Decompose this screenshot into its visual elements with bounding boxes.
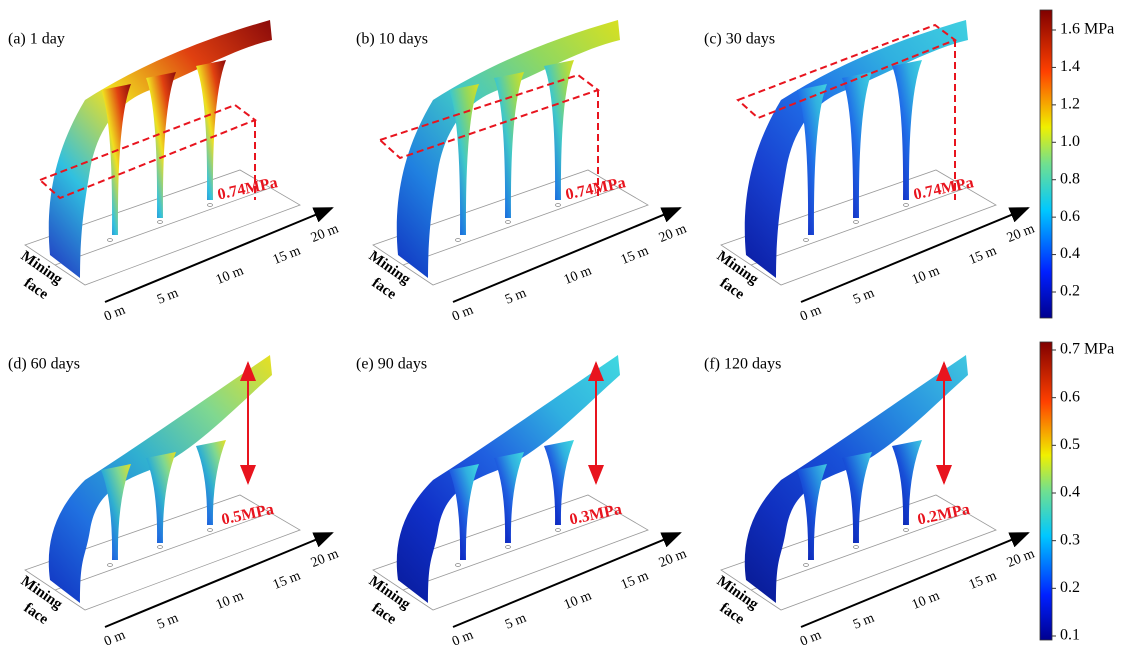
axis-tick: 5 m [155,286,181,308]
axis-tick: 0 m [102,303,128,325]
axis-tick: 0 m [798,303,824,325]
hole [556,204,561,207]
axis-tick: 5 m [503,611,529,633]
colorbar [1040,10,1052,318]
colorbar-label: 1.0 [1060,133,1080,150]
axis-tick: 20 m [657,221,689,246]
colorbar-label: 1.6 MPa [1060,21,1114,38]
panel: (b) 10 days0 m5 m10 m15 m20 mMiningface0… [356,20,689,325]
hole [158,221,163,224]
stress-annotation: 0.3MPa [568,501,623,529]
axis-tick: 20 m [309,546,341,571]
axis-tick: 10 m [562,588,594,613]
axis-tick: 5 m [155,611,181,633]
hole [158,546,163,549]
axis-tick: 0 m [102,628,128,648]
colorbar-label: 0.6 [1060,208,1080,225]
figure: (a) 1 day0 m5 m10 m15 m20 mMiningface0.7… [0,0,1128,648]
axis-tick: 20 m [1005,546,1037,571]
hole [456,239,461,242]
hole [904,529,909,532]
panel: (f) 120 days0 m5 m10 m15 m20 mMiningface… [704,355,1037,648]
axis-tick: 15 m [271,568,303,593]
panel-label: (a) 1 day [8,31,65,48]
axis-tick: 10 m [910,263,942,288]
panel-label: (e) 90 days [356,356,427,373]
pillar [146,72,176,218]
axis-tick: 20 m [657,546,689,571]
panel-label: (f) 120 days [704,356,781,373]
hole [854,546,859,549]
panel-label: (b) 10 days [356,31,428,48]
hole [108,239,113,242]
axis-tick: 15 m [967,243,999,268]
colorbar-label: 0.4 [1060,245,1080,262]
colorbar [1040,342,1052,640]
stress-annotation: 0.74MPa [912,174,975,203]
axis-tick: 5 m [851,611,877,633]
pillar [892,60,922,200]
axis-tick: 10 m [214,263,246,288]
stress-annotation: 0.5MPa [220,501,275,529]
hole [556,529,561,532]
colorbar-label: 0.6 [1060,388,1080,405]
colorbar-label: 0.1 [1060,627,1080,644]
hole [854,221,859,224]
colorbar-label: 0.5 [1060,436,1080,453]
hole [804,239,809,242]
hole [108,564,113,567]
axis-tick: 15 m [271,243,303,268]
pillar [494,452,524,543]
axis-tick: 15 m [619,243,651,268]
hole [456,564,461,567]
axis-tick: 5 m [503,286,529,308]
pillar [196,60,226,200]
stress-annotation: 0.2MPa [916,501,971,529]
colorbar-label: 0.2 [1060,283,1080,300]
pillar [842,72,872,218]
pillar [842,452,872,543]
hole [208,529,213,532]
colorbar-label: 0.7 MPa [1060,341,1114,358]
colorbar-label: 0.2 [1060,579,1080,596]
axis-tick: 15 m [619,568,651,593]
axis-tick: 0 m [450,628,476,648]
hole [804,564,809,567]
colorbar-label: 1.4 [1060,58,1080,75]
axis-tick: 20 m [309,221,341,246]
hole [904,204,909,207]
stress-annotation: 0.74MPa [216,174,279,203]
hole [506,546,511,549]
axis-tick: 10 m [562,263,594,288]
axis-tick: 10 m [214,588,246,613]
stress-annotation: 0.74MPa [564,174,627,203]
axis-tick: 15 m [967,568,999,593]
axis-tick: 0 m [450,303,476,325]
axis-tick: 0 m [798,628,824,648]
hole [506,221,511,224]
hole [208,204,213,207]
panel-label: (d) 60 days [8,356,80,373]
panel-label: (c) 30 days [704,31,775,48]
axis-tick: 20 m [1005,221,1037,246]
colorbar-label: 0.3 [1060,531,1080,548]
axis-tick: 5 m [851,286,877,308]
pillar [146,452,176,543]
colorbar-label: 0.4 [1060,484,1080,501]
colorbar-label: 0.8 [1060,170,1080,187]
colorbar-label: 1.2 [1060,96,1080,113]
axis-tick: 10 m [910,588,942,613]
